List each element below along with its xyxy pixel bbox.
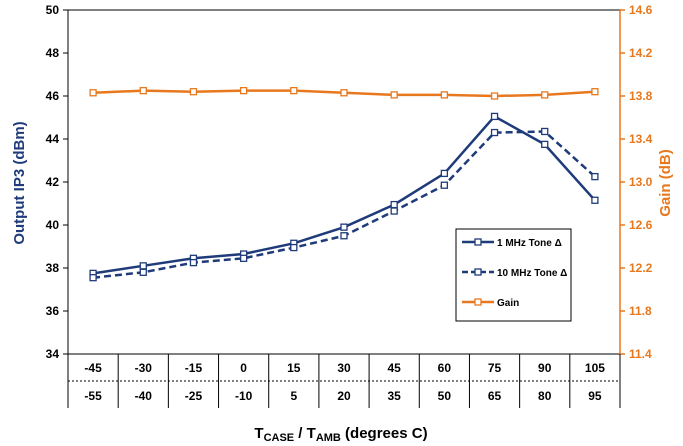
data-point-marker <box>541 127 549 136</box>
data-point-marker <box>390 207 398 215</box>
y-tick-label: 34 <box>46 347 60 361</box>
data-point-marker <box>490 112 499 121</box>
data-point-marker <box>440 181 449 189</box>
legend-label: Gain <box>497 298 519 309</box>
legend: 1 MHz Tone Δ 10 MHz Tone Δ Gain <box>455 228 572 322</box>
y2-tick-label: 13.4 <box>629 132 653 146</box>
data-point-marker <box>440 91 449 99</box>
data-point-marker <box>490 92 499 100</box>
legend-swatch-marker <box>474 298 482 306</box>
data-point-marker <box>591 88 599 96</box>
y2-tick-label: 11.4 <box>629 347 652 361</box>
y2-tick-label: 13.0 <box>629 175 653 189</box>
x-tick-label-amb: 50 <box>438 389 452 403</box>
x-tick-label-case: 15 <box>287 361 301 375</box>
x-tick-label-case: -45 <box>84 361 102 375</box>
y2-tick-label: 12.2 <box>629 261 653 275</box>
data-point-marker <box>390 91 398 99</box>
data-point-marker <box>189 88 198 96</box>
legend-label: 1 MHz Tone Δ <box>497 238 562 249</box>
y2-axis-label: Gain (dB) <box>657 149 674 217</box>
x-tick-label-case: 30 <box>337 361 351 375</box>
data-point-marker <box>139 268 147 276</box>
data-point-marker <box>89 274 97 282</box>
y-tick-label: 44 <box>46 132 60 146</box>
data-point-marker <box>290 86 298 95</box>
x-tick-label-case: -15 <box>185 361 203 375</box>
x-axis-label-prefix: T <box>254 425 263 442</box>
y2-tick-label: 14.2 <box>629 46 653 60</box>
data-point-marker <box>139 86 147 95</box>
y-tick-label: 36 <box>46 304 60 318</box>
x-tick-label-amb: 5 <box>290 389 297 403</box>
series-layer <box>89 86 599 282</box>
x-axis-label-sub2: AMB <box>316 432 341 444</box>
x-tick-label-amb: 20 <box>337 389 351 403</box>
y-tick-label: 40 <box>46 218 60 232</box>
x-tick-label-case: 90 <box>538 361 552 375</box>
data-point-marker <box>239 86 248 95</box>
x-tick-label-case: -30 <box>135 361 153 375</box>
y2-tick-label: 11.8 <box>629 304 652 318</box>
x-tick-label-amb: 35 <box>388 389 402 403</box>
x-tick-label-amb: 95 <box>588 389 602 403</box>
left-axis: 34 36 38 40 42 44 46 48 50 <box>46 3 68 361</box>
data-point-marker <box>591 172 599 181</box>
x-tick-label-amb: -25 <box>185 389 203 403</box>
x-tick-label-case: 45 <box>388 361 402 375</box>
x-tick-label-case: 105 <box>585 361 605 375</box>
y2-tick-label: 12.6 <box>629 218 653 232</box>
x-tick-label-amb: -10 <box>235 389 253 403</box>
x-axis-label-sub1: CASE <box>264 432 295 444</box>
data-point-marker <box>340 89 348 97</box>
data-point-marker <box>139 262 147 270</box>
y-tick-label: 46 <box>46 89 60 103</box>
x-axis-label: TCASE / TAMB (degrees C) <box>254 425 427 444</box>
data-point-marker <box>290 243 298 252</box>
y2-tick-label: 13.8 <box>629 89 653 103</box>
y-tick-label: 50 <box>46 3 60 17</box>
y-tick-label: 42 <box>46 175 60 189</box>
y2-tick-label: 14.6 <box>629 3 653 17</box>
data-point-marker <box>591 196 599 204</box>
legend-swatch-marker <box>474 238 482 246</box>
data-point-marker <box>490 128 499 137</box>
x-tick-label-case: 75 <box>488 361 502 375</box>
data-point-marker <box>189 258 198 267</box>
data-point-marker <box>390 200 398 209</box>
right-axis: 11.4 11.8 12.2 12.6 13.0 13.4 13.8 14.2 14.6 <box>619 3 653 361</box>
x-axis-label-sep: / T <box>294 425 316 442</box>
x-tick-label-case: 60 <box>438 361 452 375</box>
x-axis-label-suffix: (degrees C) <box>341 425 428 442</box>
legend-swatch-marker <box>474 268 482 276</box>
data-point-marker <box>340 232 348 240</box>
y-tick-label: 38 <box>46 261 60 275</box>
data-point-marker <box>440 169 449 178</box>
y-axis-label: Output IP3 (dBm) <box>11 121 28 244</box>
data-point-marker <box>89 89 97 97</box>
data-point-marker <box>541 140 549 149</box>
x-tick-label-case: 0 <box>240 361 247 375</box>
x-category-table: -45 -30 -15 0 15 30 45 60 75 90 105 -55 -40 -25 -10 5 20… <box>67 354 621 408</box>
x-tick-label-amb: -55 <box>84 389 102 403</box>
y-tick-label: 48 <box>46 46 60 60</box>
data-point-marker <box>340 223 348 231</box>
legend-label: 10 MHz Tone Δ <box>497 268 567 279</box>
data-point-marker <box>239 254 248 262</box>
data-point-marker <box>541 91 549 99</box>
x-tick-label-amb: 65 <box>488 389 502 403</box>
x-tick-label-amb: 80 <box>538 389 552 403</box>
x-tick-label-amb: -40 <box>135 389 153 403</box>
